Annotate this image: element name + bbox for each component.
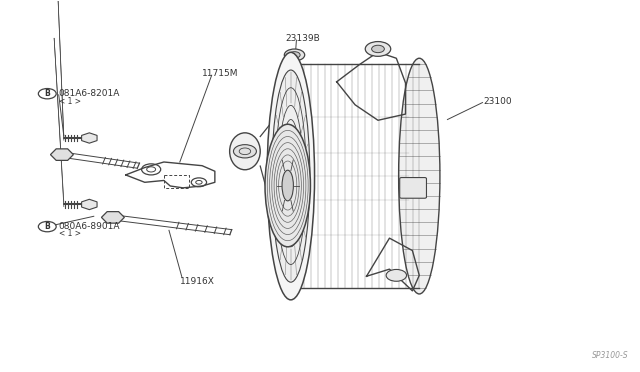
Text: 081A6-8201A: 081A6-8201A: [59, 89, 120, 98]
Circle shape: [234, 145, 257, 158]
Circle shape: [386, 269, 406, 281]
Ellipse shape: [282, 170, 293, 201]
Text: 23100: 23100: [483, 97, 512, 106]
Circle shape: [284, 49, 305, 61]
Circle shape: [372, 45, 385, 52]
Text: < 1 >: < 1 >: [59, 230, 81, 238]
Polygon shape: [101, 212, 124, 223]
Circle shape: [289, 52, 300, 58]
Text: < 1 >: < 1 >: [59, 97, 81, 106]
Ellipse shape: [399, 58, 440, 294]
FancyBboxPatch shape: [400, 177, 426, 198]
Text: 080A6-8901A: 080A6-8901A: [59, 222, 120, 231]
Ellipse shape: [267, 52, 314, 300]
Circle shape: [365, 42, 391, 56]
Polygon shape: [81, 133, 97, 143]
Text: SP3100-S: SP3100-S: [593, 350, 629, 359]
Ellipse shape: [272, 70, 310, 282]
Ellipse shape: [265, 124, 310, 247]
Text: 11715M: 11715M: [202, 69, 239, 78]
Polygon shape: [51, 149, 74, 160]
Polygon shape: [81, 199, 97, 210]
Text: 11916X: 11916X: [180, 277, 214, 286]
Text: 23139B: 23139B: [285, 34, 320, 43]
Ellipse shape: [230, 133, 260, 170]
Text: B: B: [44, 89, 50, 98]
Text: B: B: [44, 222, 50, 231]
